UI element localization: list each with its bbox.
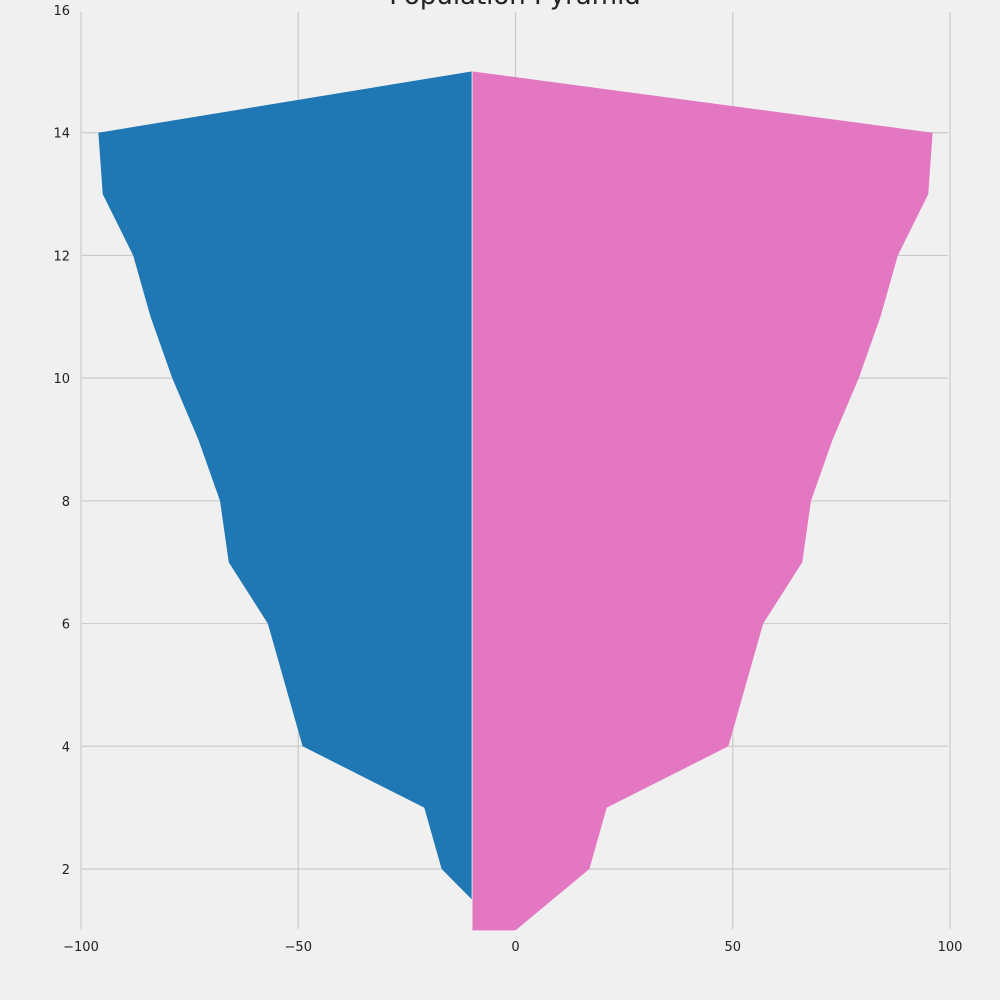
y-tick-label: 6 [62,618,70,633]
y-tick-label: 12 [53,249,70,264]
tick-labels: −100 −50 0 50 100 2 4 6 8 10 12 14 16 [53,4,962,955]
left-series-area [98,71,473,900]
y-tick-label: 16 [53,4,70,19]
y-tick-label: 14 [53,127,70,142]
x-tick-label: 0 [511,940,519,955]
x-tick-label: 100 [938,940,963,955]
y-tick-label: 8 [62,495,70,510]
x-tick-label: 50 [724,940,741,955]
x-tick-label: −100 [63,940,99,955]
series-areas [98,71,933,931]
y-tick-label: 2 [62,863,70,878]
y-tick-label: 10 [53,372,70,387]
right-series-area [472,71,933,931]
y-tick-label: 4 [62,740,70,755]
x-tick-label: −50 [285,940,312,955]
chart-title: Population Pyramid [389,0,641,11]
